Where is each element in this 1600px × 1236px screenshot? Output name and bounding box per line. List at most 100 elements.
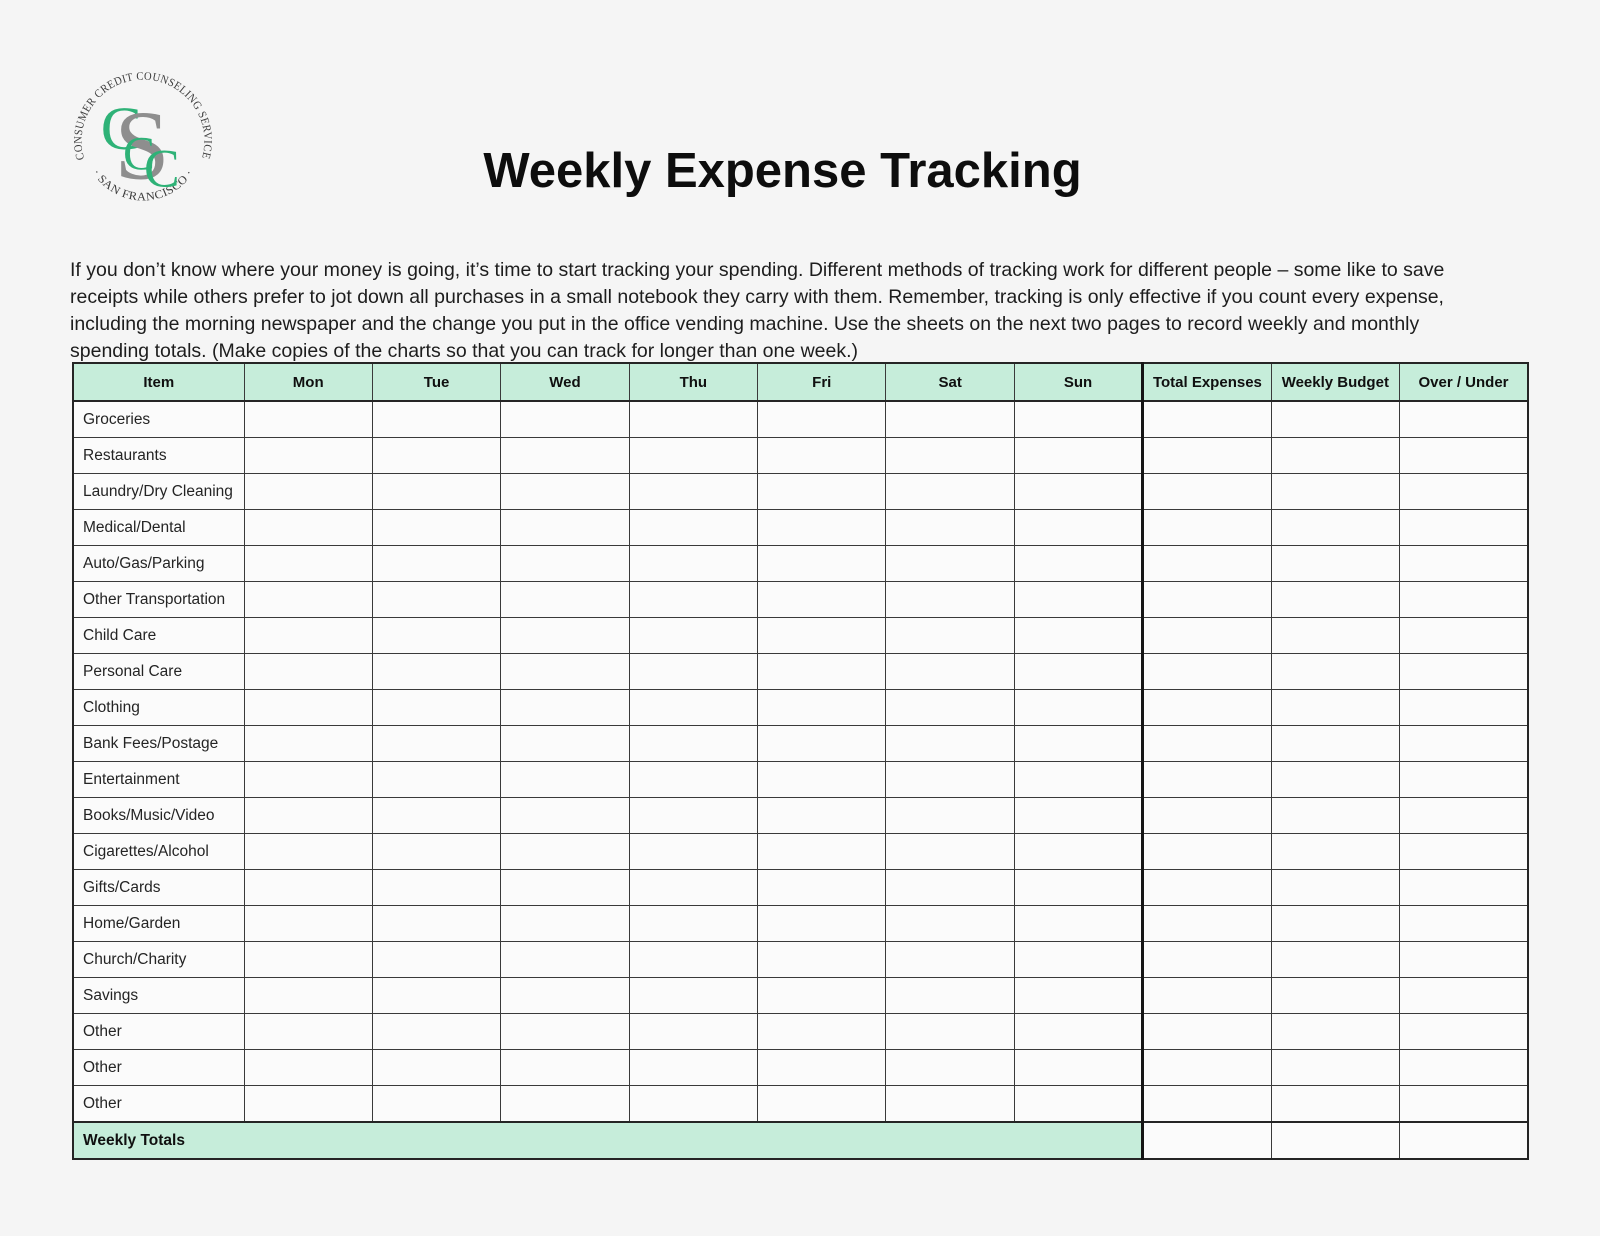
expense-cell[interactable] [1270, 1013, 1401, 1050]
expense-cell[interactable] [757, 545, 887, 582]
expense-cell[interactable] [1141, 1049, 1272, 1086]
expense-cell[interactable] [1141, 1085, 1272, 1123]
expense-cell[interactable] [371, 400, 502, 438]
expense-cell[interactable] [1270, 581, 1401, 618]
expense-cell[interactable] [1399, 1013, 1529, 1050]
expense-cell[interactable] [885, 761, 1015, 798]
expense-cell[interactable] [500, 581, 630, 618]
expense-cell[interactable] [757, 761, 887, 798]
expense-cell[interactable] [371, 1085, 502, 1123]
expense-cell[interactable] [243, 689, 373, 726]
expense-cell[interactable] [1399, 509, 1529, 546]
expense-cell[interactable] [885, 509, 1015, 546]
expense-cell[interactable] [885, 797, 1015, 834]
expense-cell[interactable] [1013, 761, 1144, 798]
expense-cell[interactable] [1013, 797, 1144, 834]
expense-cell[interactable] [371, 977, 502, 1014]
expense-cell[interactable] [885, 725, 1015, 762]
expense-cell[interactable] [1141, 509, 1272, 546]
expense-cell[interactable] [371, 941, 502, 978]
expense-cell[interactable] [628, 1013, 759, 1050]
expense-cell[interactable] [1399, 653, 1529, 690]
expense-cell[interactable] [1270, 689, 1401, 726]
expense-cell[interactable] [243, 437, 373, 474]
expense-cell[interactable] [885, 1049, 1015, 1086]
expense-cell[interactable] [1013, 1049, 1144, 1086]
expense-cell[interactable] [757, 941, 887, 978]
expense-cell[interactable] [1141, 833, 1272, 870]
expense-cell[interactable] [243, 977, 373, 1014]
expense-cell[interactable] [1270, 400, 1401, 438]
expense-cell[interactable] [1013, 581, 1144, 618]
expense-cell[interactable] [757, 725, 887, 762]
expense-cell[interactable] [628, 689, 759, 726]
expense-cell[interactable] [628, 509, 759, 546]
expense-cell[interactable] [1141, 545, 1272, 582]
expense-cell[interactable] [1399, 437, 1529, 474]
expense-cell[interactable] [371, 833, 502, 870]
expense-cell[interactable] [757, 869, 887, 906]
expense-cell[interactable] [243, 833, 373, 870]
expense-cell[interactable] [628, 581, 759, 618]
expense-cell[interactable] [500, 1049, 630, 1086]
expense-cell[interactable] [628, 869, 759, 906]
expense-cell[interactable] [243, 797, 373, 834]
expense-cell[interactable] [243, 509, 373, 546]
expense-cell[interactable] [1013, 725, 1144, 762]
expense-cell[interactable] [1013, 617, 1144, 654]
expense-cell[interactable] [1141, 725, 1272, 762]
expense-cell[interactable] [371, 617, 502, 654]
expense-cell[interactable] [243, 400, 373, 438]
expense-cell[interactable] [885, 941, 1015, 978]
expense-cell[interactable] [500, 437, 630, 474]
expense-cell[interactable] [885, 653, 1015, 690]
expense-cell[interactable] [885, 869, 1015, 906]
expense-cell[interactable] [1013, 653, 1144, 690]
expense-cell[interactable] [628, 761, 759, 798]
expense-cell[interactable] [885, 1085, 1015, 1123]
expense-cell[interactable] [243, 473, 373, 510]
expense-cell[interactable] [1141, 581, 1272, 618]
expense-cell[interactable] [371, 653, 502, 690]
expense-cell[interactable] [371, 761, 502, 798]
expense-cell[interactable] [628, 941, 759, 978]
expense-cell[interactable] [1270, 473, 1401, 510]
expense-cell[interactable] [1399, 977, 1529, 1014]
expense-cell[interactable] [757, 1013, 887, 1050]
expense-cell[interactable] [1013, 977, 1144, 1014]
expense-cell[interactable] [1399, 797, 1529, 834]
expense-cell[interactable] [628, 400, 759, 438]
expense-cell[interactable] [1141, 617, 1272, 654]
expense-cell[interactable] [757, 1049, 887, 1086]
expense-cell[interactable] [1013, 509, 1144, 546]
expense-cell[interactable] [500, 1013, 630, 1050]
expense-cell[interactable] [1013, 833, 1144, 870]
expense-cell[interactable] [757, 1085, 887, 1123]
expense-cell[interactable] [500, 977, 630, 1014]
expense-cell[interactable] [1141, 905, 1272, 942]
expense-cell[interactable] [1141, 797, 1272, 834]
expense-cell[interactable] [885, 1013, 1015, 1050]
expense-cell[interactable] [628, 437, 759, 474]
expense-cell[interactable] [757, 833, 887, 870]
expense-cell[interactable] [1399, 617, 1529, 654]
expense-cell[interactable] [243, 1013, 373, 1050]
expense-cell[interactable] [1270, 833, 1401, 870]
expense-cell[interactable] [628, 905, 759, 942]
expense-cell[interactable] [500, 797, 630, 834]
expense-cell[interactable] [628, 545, 759, 582]
expense-cell[interactable] [1013, 869, 1144, 906]
expense-cell[interactable] [1270, 941, 1401, 978]
expense-cell[interactable] [885, 689, 1015, 726]
expense-cell[interactable] [885, 977, 1015, 1014]
expense-cell[interactable] [371, 509, 502, 546]
expense-cell[interactable] [1013, 689, 1144, 726]
expense-cell[interactable] [1399, 869, 1529, 906]
expense-cell[interactable] [500, 1085, 630, 1123]
expense-cell[interactable] [628, 1085, 759, 1123]
expense-cell[interactable] [757, 400, 887, 438]
expense-cell[interactable] [757, 905, 887, 942]
expense-cell[interactable] [371, 1049, 502, 1086]
expense-cell[interactable] [1013, 400, 1144, 438]
expense-cell[interactable] [1270, 617, 1401, 654]
